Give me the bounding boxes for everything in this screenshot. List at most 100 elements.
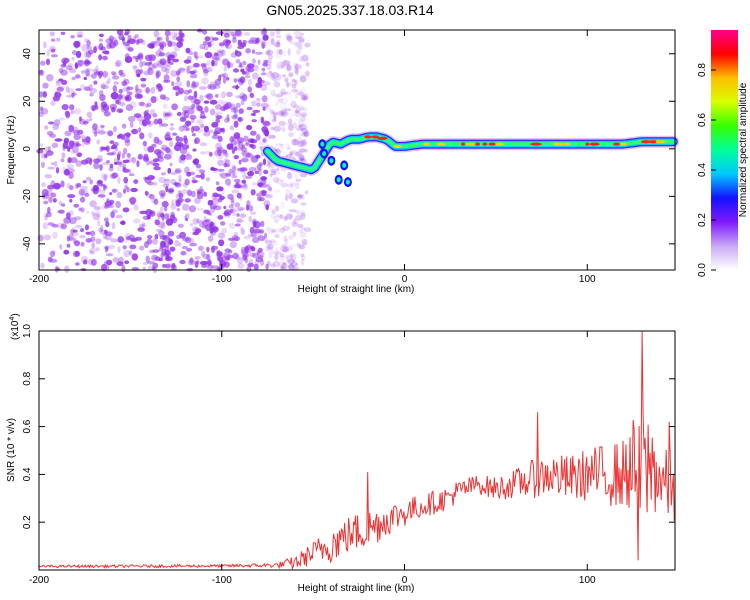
noise-dot (266, 63, 272, 71)
snr-frame (38, 330, 676, 571)
trace-hot-spot (392, 144, 402, 148)
noise-dot (256, 250, 261, 255)
noise-dot (279, 214, 284, 220)
noise-dot (256, 102, 261, 107)
noise-dot (141, 39, 146, 45)
noise-dot (276, 48, 282, 54)
noise-dot (152, 249, 160, 253)
noise-dot (139, 132, 145, 140)
noise-dot (87, 49, 94, 55)
noise-dot (300, 72, 307, 79)
noise-dot (270, 31, 275, 38)
noise-dot (260, 84, 268, 91)
noise-dot (185, 47, 191, 54)
noise-dot (245, 152, 254, 159)
noise-dot (233, 132, 241, 140)
noise-dot (188, 171, 196, 176)
noise-dot (262, 120, 271, 127)
colorbar: 0.0 0.2 0.4 0.6 0.8 Normalized spectral ampl… (697, 30, 749, 277)
noise-dot (288, 235, 294, 240)
noise-dot (189, 73, 198, 79)
noise-dot (86, 111, 93, 119)
noise-dot (224, 163, 231, 168)
noise-dot (300, 253, 305, 258)
noise-dot (243, 135, 249, 142)
noise-dot (104, 51, 110, 55)
noise-dot (123, 250, 130, 258)
noise-dot (69, 104, 75, 111)
noise-dot (237, 257, 244, 264)
noise-dot (244, 75, 251, 79)
noise-dot (282, 51, 287, 57)
noise-dot (188, 205, 197, 213)
noise-dot (159, 195, 165, 200)
noise-dot (40, 262, 45, 269)
noise-dot (74, 74, 81, 79)
noise-dot (153, 166, 161, 171)
noise-dot (214, 104, 222, 110)
noise-dot (247, 248, 252, 254)
noise-dot (207, 212, 212, 216)
noise-dot (85, 176, 92, 181)
noise-dot (252, 58, 256, 64)
noise-dot (153, 198, 159, 205)
noise-dot (272, 111, 278, 116)
noise-dot (164, 153, 172, 160)
noise-dot (217, 168, 225, 172)
noise-dot (122, 87, 129, 92)
noise-dot (148, 61, 153, 65)
noise-dot (100, 146, 108, 151)
noise-dot (154, 219, 160, 226)
noise-dot (105, 265, 110, 270)
noise-dot (227, 182, 231, 188)
noise-dot (288, 72, 294, 78)
noise-dot (46, 74, 54, 82)
noise-dot (266, 73, 270, 78)
spectrogram-frame (38, 29, 676, 271)
spectrogram-x-axis-label: Height of straight line (km) (298, 284, 415, 295)
noise-dot (81, 44, 89, 52)
noise-dot (303, 92, 309, 100)
noise-dot (178, 137, 184, 142)
snr-panel: -200 -100 0 100 1.0 0.8 0.6 0.4 0.2 (x104) Heig… (6, 313, 676, 594)
noise-dot (67, 194, 76, 199)
noise-dot (124, 138, 131, 143)
noise-dot (212, 37, 219, 41)
noise-dot (261, 67, 266, 72)
noise-dot (74, 62, 79, 69)
noise-dot (159, 43, 165, 50)
noise-dot (222, 58, 230, 66)
noise-dot (202, 40, 209, 46)
noise-dot (85, 136, 91, 143)
noise-dot (64, 110, 70, 117)
noise-dot (292, 218, 297, 225)
noise-dot (294, 179, 299, 185)
noise-dot (119, 101, 126, 107)
noise-dot (191, 95, 198, 100)
noise-dot (193, 62, 200, 68)
noise-dot (262, 184, 271, 188)
noise-dot (92, 184, 100, 192)
noise-dot (192, 218, 199, 225)
noise-dot (288, 209, 297, 213)
noise-dot (209, 83, 217, 90)
noise-dot (223, 211, 230, 216)
noise-dot (280, 91, 289, 95)
noise-dot (47, 206, 51, 214)
noise-dot (199, 115, 207, 119)
noise-dot (111, 151, 116, 156)
noise-dot (279, 253, 285, 258)
noise-dot (59, 117, 66, 121)
noise-dot (70, 157, 78, 164)
noise-dot (296, 150, 304, 156)
noise-dot (66, 164, 75, 169)
noise-dot (196, 192, 204, 200)
noise-dot (128, 234, 135, 241)
noise-dot (103, 185, 108, 189)
noise-dot (209, 108, 216, 116)
noise-dot (287, 173, 293, 180)
noise-dot (41, 182, 46, 188)
noise-dot (95, 210, 101, 218)
noise-dot (288, 118, 293, 125)
noise-dot (192, 133, 196, 137)
